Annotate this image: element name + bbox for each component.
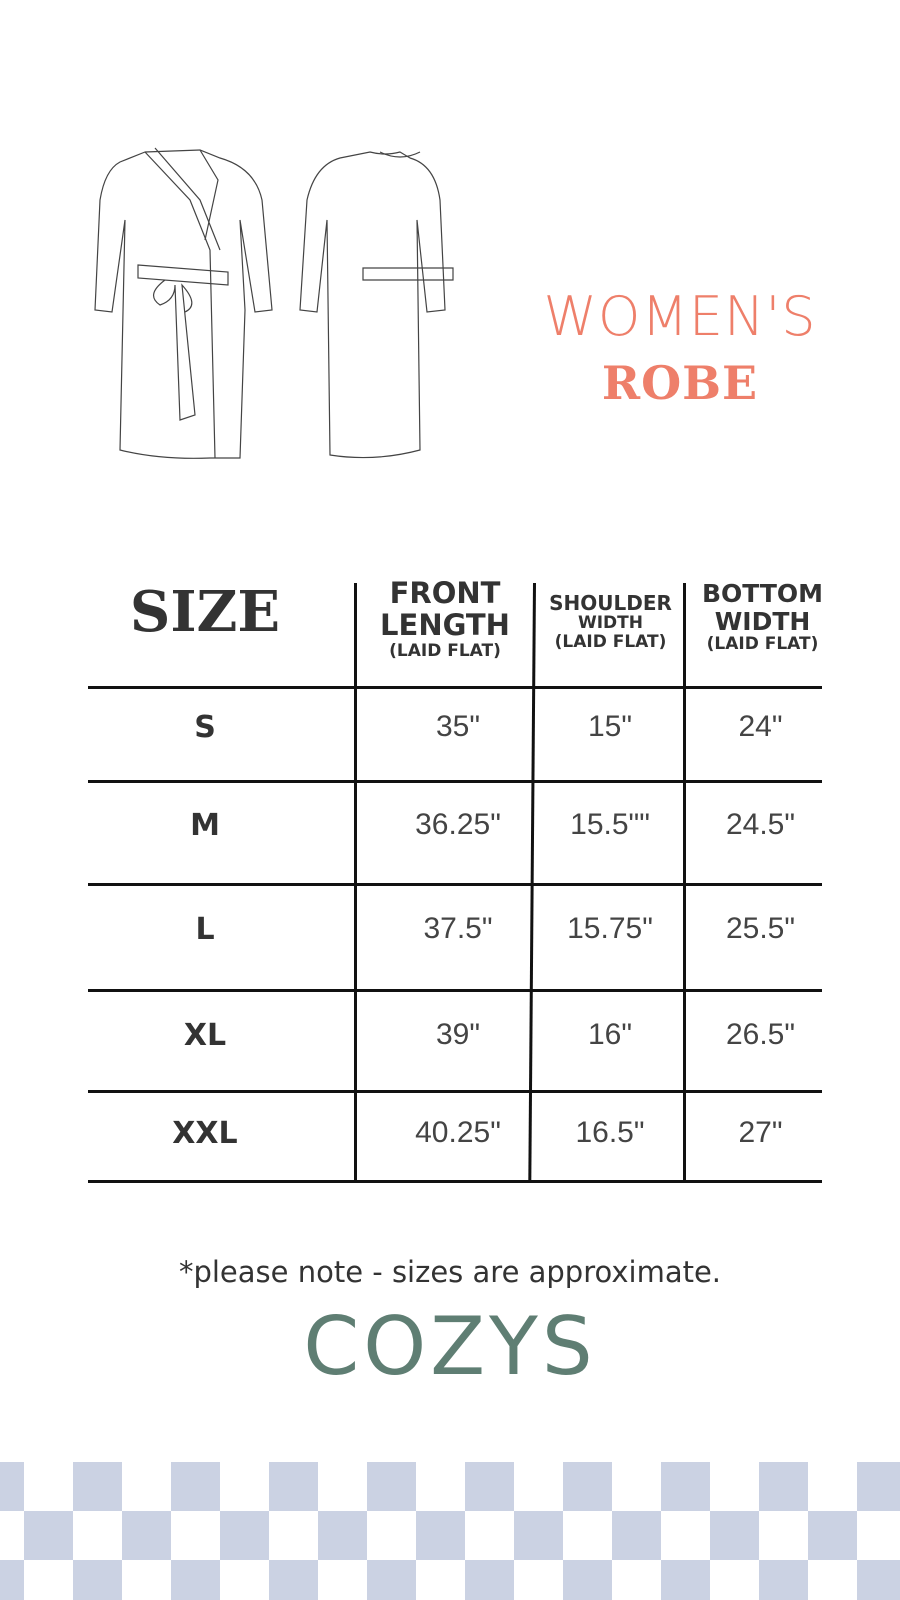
column-divider [354, 583, 357, 1181]
measurement-shoulder: 16.5" [575, 1116, 645, 1149]
measurement-shoulder: 15.5"" [570, 808, 650, 841]
checker-square [367, 1560, 416, 1600]
checker-square [24, 1511, 73, 1560]
header-shoulder-sub: (LAID FLAT) [554, 631, 667, 652]
checker-square [857, 1560, 900, 1600]
checker-square [857, 1462, 900, 1511]
measurement-bottom: 24" [738, 710, 783, 743]
measurement-bottom: 26.5" [725, 1018, 796, 1051]
checker-square [759, 1560, 808, 1600]
header-bottom-label: BOTTOM WIDTH [701, 579, 824, 636]
checker-square [808, 1511, 857, 1560]
header-shoulder-label: SHOULDER [549, 591, 672, 615]
measurement-bottom: 24.5" [725, 808, 796, 841]
header-bottom-sub: (LAID FLAT) [706, 634, 819, 654]
checker-square [661, 1462, 710, 1511]
checker-square [171, 1560, 220, 1600]
measurement-front: 37.5" [423, 912, 493, 945]
checker-square [465, 1560, 514, 1600]
brand-logo: COZYS [303, 1300, 597, 1393]
checker-square [269, 1462, 318, 1511]
header-front-length-label: FRONT LENGTH [380, 576, 510, 642]
checker-square [269, 1560, 318, 1600]
row-divider [88, 780, 822, 783]
checker-square [220, 1511, 269, 1560]
measurement-bottom: 27" [738, 1116, 783, 1149]
size-label: S [194, 710, 216, 745]
column-divider [683, 583, 686, 1181]
row-divider [88, 1090, 822, 1093]
measurement-shoulder: 15.75" [567, 912, 653, 945]
checker-square [73, 1462, 122, 1511]
measurement-shoulder: 15" [587, 710, 633, 743]
checker-square [514, 1511, 563, 1560]
size-label: M [190, 808, 220, 843]
checker-square [563, 1462, 612, 1511]
measurement-shoulder: 16" [587, 1018, 633, 1051]
row-divider [88, 883, 822, 886]
header-shoulder-width: SHOULDER WIDTH (LAID FLAT) [538, 592, 683, 651]
size-label: XL [183, 1018, 227, 1053]
checker-square [122, 1511, 171, 1560]
measurement-front: 35" [435, 710, 481, 743]
checker-square [563, 1560, 612, 1600]
measurement-bottom: 25.5" [725, 912, 796, 945]
checker-square [710, 1511, 759, 1560]
header-shoulder-mid: WIDTH [577, 613, 643, 633]
header-size: SIZE [129, 579, 281, 645]
size-label: XXL [172, 1116, 238, 1151]
robe-front-icon [94, 147, 454, 459]
row-divider [88, 686, 822, 689]
measurement-front: 39" [435, 1018, 481, 1051]
header-bottom-width: BOTTOM WIDTH (LAID FLAT) [690, 580, 835, 654]
disclaimer-note: *please note - sizes are approximate. [178, 1255, 722, 1289]
title-robe: ROBE [601, 356, 759, 410]
checker-square [318, 1511, 367, 1560]
checker-pattern [0, 1462, 900, 1600]
row-divider [88, 1180, 822, 1183]
row-divider [88, 989, 822, 992]
checker-square [465, 1462, 514, 1511]
checker-square [0, 1560, 24, 1600]
header-front-length-sub: (LAID FLAT) [389, 640, 501, 661]
checker-square [416, 1511, 465, 1560]
title-womens: WOMEN'S [543, 285, 817, 348]
measurement-front: 40.25" [415, 1116, 501, 1149]
header-front-length: FRONT LENGTH (LAID FLAT) [370, 576, 520, 661]
checker-square [367, 1462, 416, 1511]
checker-square [612, 1511, 661, 1560]
measurement-front: 36.25" [415, 808, 501, 841]
checker-square [171, 1462, 220, 1511]
checker-square [73, 1560, 122, 1600]
checker-square [0, 1462, 24, 1511]
size-label: L [195, 912, 215, 947]
checker-square [661, 1560, 710, 1600]
checker-square [759, 1462, 808, 1511]
